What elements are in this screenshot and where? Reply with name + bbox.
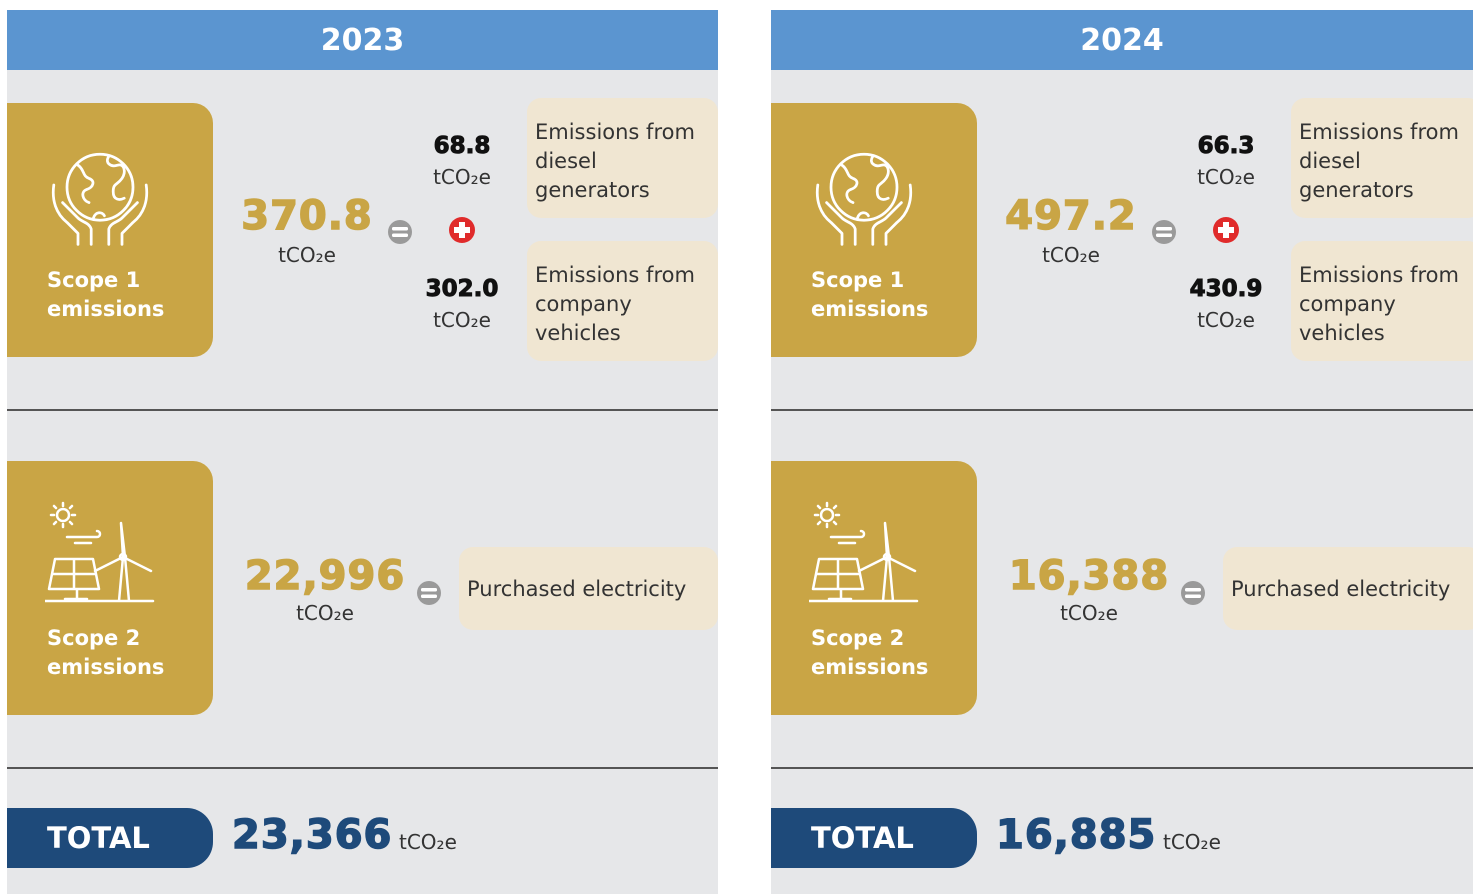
part-unit: tCO₂e	[433, 165, 491, 189]
equals-sign	[415, 579, 443, 607]
renewable-icon	[43, 499, 155, 613]
scope1-value: 497.2	[1004, 192, 1137, 240]
part-unit: tCO₂e	[1197, 165, 1255, 189]
scope1-value: 370.8	[240, 192, 373, 240]
part-value: 66.3	[1197, 133, 1255, 160]
equals-sign	[1150, 218, 1178, 246]
part-unit: tCO₂e	[433, 308, 491, 332]
part-value: 302.0	[425, 276, 499, 303]
scope1-unit: tCO₂e	[1042, 243, 1100, 267]
year-panel: 2023 Scope 1 emissions 370.8 tCO₂e 68.8 tCO₂e E…	[7, 0, 718, 894]
total-unit: tCO₂e	[1163, 830, 1221, 854]
separator	[771, 409, 1473, 411]
scope2-description: Purchased electricity	[1223, 547, 1473, 630]
total-label: TOTAL	[7, 808, 213, 868]
scope2-unit: tCO₂e	[296, 601, 354, 625]
scope2-box: Scope 2 emissions	[771, 461, 977, 715]
scope2-value: 16,388	[1008, 552, 1170, 600]
separator	[7, 767, 718, 769]
globe-icon	[809, 141, 919, 255]
scope1-label: Scope 1	[811, 268, 905, 292]
scope1-label: Scope 1	[47, 268, 141, 292]
part-value: 430.9	[1189, 276, 1263, 303]
globe-icon	[45, 141, 155, 255]
total-value: 23,366	[231, 811, 393, 859]
scope2-box: Scope 2 emissions	[7, 461, 213, 715]
scope1-box: Scope 1 emissions	[7, 103, 213, 357]
scope1-unit: tCO₂e	[278, 243, 336, 267]
total-label: TOTAL	[771, 808, 977, 868]
scope2-unit: tCO₂e	[1060, 601, 1118, 625]
scope1-label: emissions	[811, 297, 929, 321]
scope2-label: emissions	[811, 655, 929, 679]
part-unit: tCO₂e	[1197, 308, 1255, 332]
scope2-description: Purchased electricity	[459, 547, 718, 630]
renewable-icon	[807, 499, 919, 613]
equals-sign	[1179, 579, 1207, 607]
year-header: 2023	[7, 10, 718, 70]
part-description: Emissions from diesel generators	[527, 98, 718, 218]
scope2-label: Scope 2	[811, 626, 905, 650]
plus-sign	[1212, 216, 1240, 244]
part-value: 68.8	[433, 133, 491, 160]
equals-sign	[386, 218, 414, 246]
part-description: Emissions from diesel generators	[1291, 98, 1473, 218]
total-value: 16,885	[995, 811, 1157, 859]
part-description: Emissions from company vehicles	[1291, 241, 1473, 361]
separator	[7, 409, 718, 411]
separator	[771, 767, 1473, 769]
year-header: 2024	[771, 10, 1473, 70]
plus-sign	[448, 216, 476, 244]
scope2-label: emissions	[47, 655, 165, 679]
scope2-value: 22,996	[244, 552, 406, 600]
year-panel: 2024 Scope 1 emissions 497.2 tCO₂e 66.3 tCO₂e E…	[771, 0, 1473, 894]
scope1-label: emissions	[47, 297, 165, 321]
scope1-box: Scope 1 emissions	[771, 103, 977, 357]
total-unit: tCO₂e	[399, 830, 457, 854]
part-description: Emissions from company vehicles	[527, 241, 718, 361]
scope2-label: Scope 2	[47, 626, 141, 650]
